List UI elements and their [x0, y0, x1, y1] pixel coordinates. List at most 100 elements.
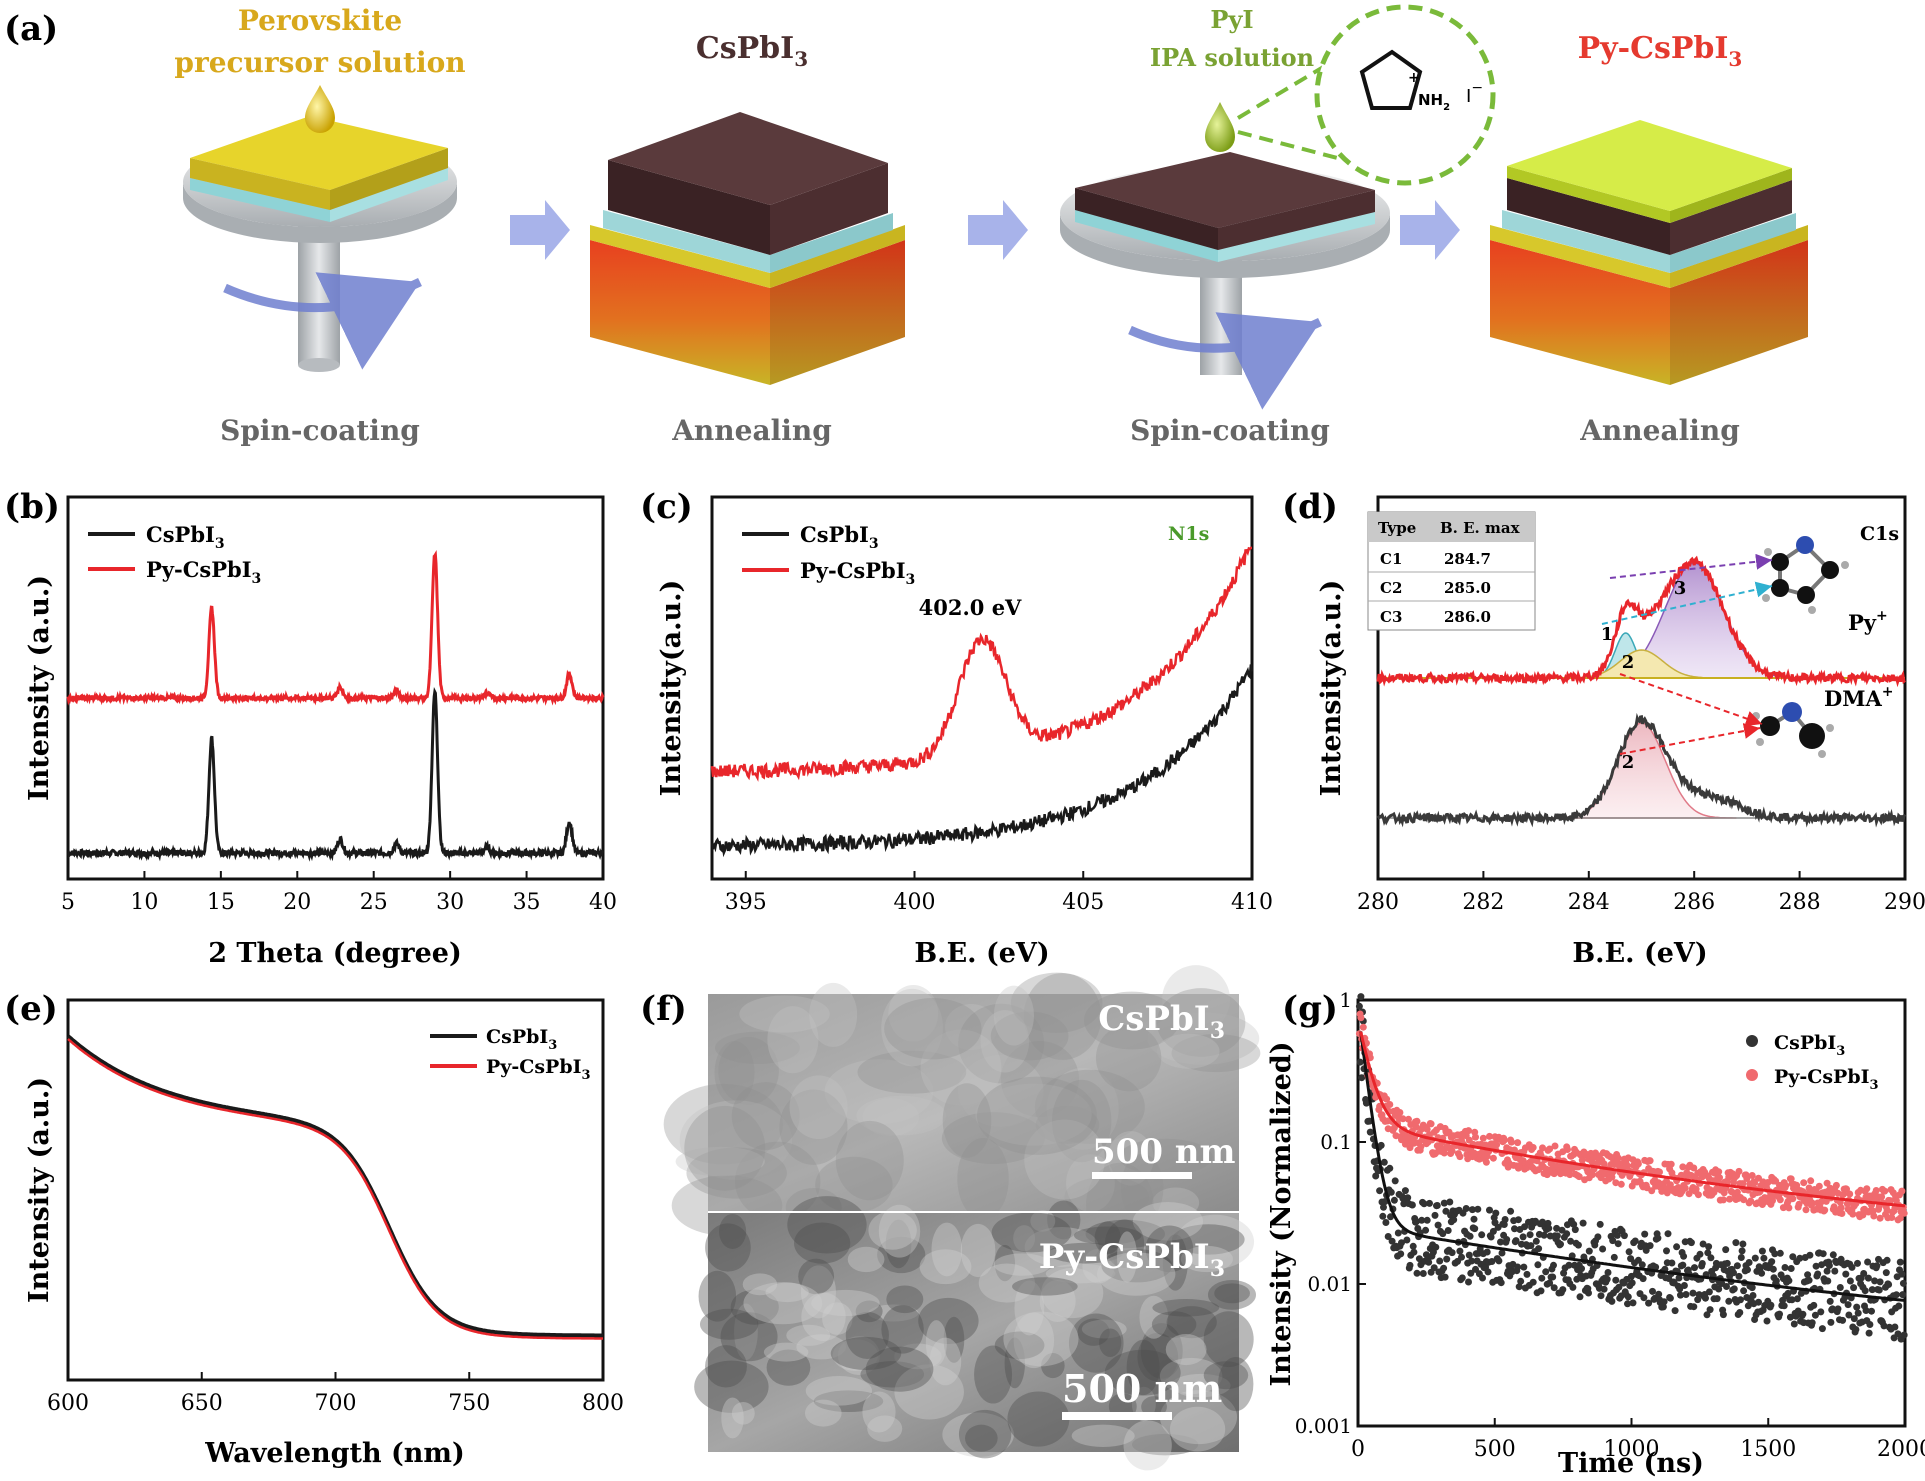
- data-point-py-cspbi3: [1511, 1146, 1518, 1154]
- data-point-cspbi3: [1668, 1259, 1676, 1267]
- data-point-cspbi3: [1707, 1254, 1715, 1262]
- data-point-cspbi3: [1571, 1226, 1579, 1234]
- sem-bottom-scale-bar: [1062, 1412, 1172, 1420]
- data-point-py-cspbi3: [1823, 1179, 1831, 1187]
- grain: [1039, 1279, 1076, 1323]
- dma-molecule-icon: [1752, 702, 1834, 758]
- data-point-cspbi3: [1776, 1310, 1783, 1318]
- grain: [686, 1147, 787, 1199]
- grain: [1104, 1349, 1181, 1396]
- grain: [1000, 1040, 1080, 1118]
- legend-g-cspbi3: CsPbI3: [1774, 1032, 1845, 1059]
- grain: [990, 1011, 1069, 1061]
- data-point-py-cspbi3: [1898, 1187, 1906, 1195]
- grain: [1003, 1311, 1079, 1367]
- data-point-cspbi3: [1737, 1254, 1745, 1261]
- data-point-cspbi3: [1488, 1258, 1496, 1265]
- data-point-py-cspbi3: [1896, 1214, 1904, 1222]
- grain: [1107, 1131, 1154, 1186]
- grain: [878, 1204, 921, 1258]
- arrow-icon: [1619, 673, 1763, 727]
- data-point-cspbi3: [1758, 1269, 1766, 1277]
- data-point-py-cspbi3: [1666, 1181, 1674, 1189]
- sem-bottom-scale-label: 500 nm: [1062, 1366, 1222, 1411]
- legend-marker-py-cspbi3: [1746, 1069, 1758, 1081]
- grain: [862, 1391, 896, 1433]
- data-point-cspbi3: [1705, 1243, 1713, 1251]
- data-point-py-cspbi3: [1486, 1132, 1493, 1140]
- data-point-cspbi3: [1876, 1278, 1884, 1286]
- table-header-be: B. E. max: [1440, 519, 1521, 537]
- plot-e-ylabel: Intensity (a.u.): [24, 1077, 55, 1303]
- data-point-cspbi3: [1866, 1321, 1874, 1328]
- plot-g-y-tick-label: 0.1: [1320, 1130, 1352, 1154]
- data-point-py-cspbi3: [1472, 1133, 1479, 1141]
- grain: [679, 1100, 793, 1180]
- data-point-cspbi3: [1484, 1268, 1492, 1276]
- data-point-cspbi3: [1865, 1329, 1873, 1337]
- panel-g-label: (g): [1282, 989, 1338, 1029]
- data-point-py-cspbi3: [1514, 1139, 1522, 1147]
- grain: [945, 1003, 998, 1051]
- grain: [994, 1331, 1045, 1360]
- data-point-py-cspbi3: [1588, 1171, 1596, 1179]
- plot-d-c1s-annotation: C1s: [1860, 523, 1899, 545]
- data-point-cspbi3: [1854, 1309, 1862, 1317]
- data-point-cspbi3: [1864, 1258, 1872, 1266]
- data-point-cspbi3: [1358, 1074, 1366, 1082]
- grain: [765, 1282, 809, 1303]
- grain: [958, 1003, 1045, 1084]
- data-point-cspbi3: [1682, 1291, 1690, 1298]
- data-point-cspbi3: [1677, 1291, 1684, 1299]
- data-point-cspbi3: [1736, 1309, 1744, 1316]
- plot-b-x-tick-label: 5: [61, 890, 75, 915]
- data-point-cspbi3: [1772, 1277, 1780, 1285]
- plot-c-n1s-annotation: N1s: [1168, 523, 1209, 545]
- data-point-cspbi3: [1517, 1277, 1525, 1285]
- grain: [809, 982, 858, 1047]
- grain: [960, 1223, 996, 1278]
- data-point-cspbi3: [1631, 1237, 1639, 1245]
- plot-d-line-cspbi3: [1376, 712, 1907, 828]
- grain: [1046, 1067, 1119, 1150]
- data-point-cspbi3: [1597, 1292, 1605, 1300]
- data-point-cspbi3: [1432, 1243, 1440, 1251]
- data-point-cspbi3: [1470, 1215, 1478, 1223]
- plot-g-y-tick-label: 1: [1339, 988, 1352, 1012]
- data-point-cspbi3: [1431, 1211, 1439, 1219]
- data-point-py-cspbi3: [1681, 1184, 1689, 1192]
- plot-b-ticks: 5 10 15 20 25 30 35 40: [61, 871, 617, 915]
- data-point-cspbi3: [1388, 1237, 1396, 1245]
- data-point-py-cspbi3: [1815, 1182, 1823, 1190]
- data-point-cspbi3: [1652, 1263, 1660, 1271]
- data-point-cspbi3: [1654, 1234, 1662, 1242]
- plot-b-frame: [66, 495, 605, 881]
- grain: [1035, 1105, 1100, 1144]
- data-point-py-cspbi3: [1575, 1173, 1583, 1181]
- legend-c-py-cspbi3: Py-CsPbI3: [800, 558, 915, 588]
- data-point-py-cspbi3: [1614, 1154, 1622, 1162]
- grain: [1176, 1214, 1255, 1269]
- legend-e-cspbi3: CsPbI3: [486, 1026, 557, 1053]
- grain: [1218, 1356, 1254, 1412]
- data-point-cspbi3: [1812, 1262, 1820, 1270]
- data-point-py-cspbi3: [1821, 1206, 1829, 1214]
- table-cell: C2: [1380, 579, 1402, 597]
- data-point-cspbi3: [1646, 1242, 1654, 1250]
- plot-e-x-tick-label: 600: [47, 1391, 89, 1416]
- data-point-py-cspbi3: [1776, 1196, 1784, 1204]
- grain: [965, 1424, 998, 1452]
- plot-d-x-tick-label: 290: [1884, 890, 1925, 915]
- grain: [920, 1029, 1002, 1106]
- step2-annealing-illustration: [590, 112, 905, 385]
- grain: [925, 1320, 947, 1366]
- data-point-py-cspbi3: [1493, 1141, 1501, 1149]
- data-point-py-cspbi3: [1566, 1171, 1574, 1179]
- grain: [811, 1289, 880, 1317]
- data-point-py-cspbi3: [1870, 1212, 1878, 1220]
- grain: [714, 1040, 755, 1105]
- arrow-icon: [1601, 581, 1773, 625]
- grain: [1151, 1311, 1197, 1338]
- data-point-cspbi3: [1671, 1307, 1679, 1315]
